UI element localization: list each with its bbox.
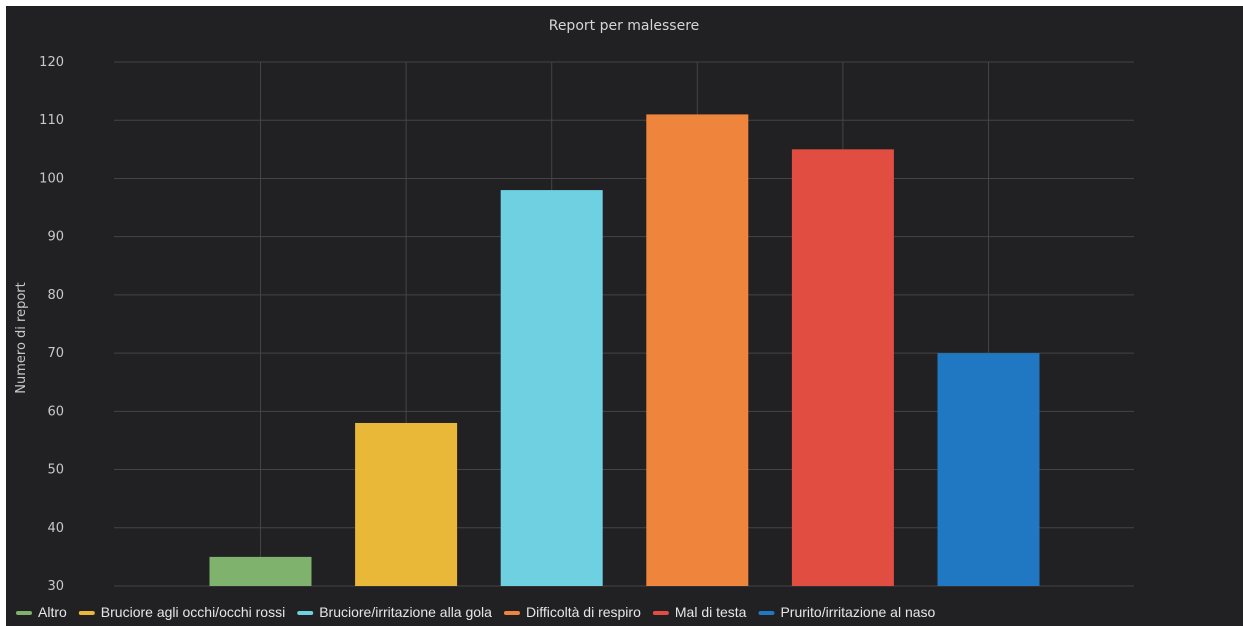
bar-1 <box>209 556 312 586</box>
bar-6 <box>937 353 1040 586</box>
legend-swatch <box>297 611 314 615</box>
bar-4 <box>646 114 749 587</box>
y-tick-label: 50 <box>47 463 64 478</box>
y-axis-label: Numero di report <box>14 282 29 393</box>
bar-chart: Report per malessere 30 40 50 60 70 80 90 100 11… <box>14 18 1134 620</box>
y-tick-label: 120 <box>39 55 64 70</box>
legend-item-label: Mal di testa <box>675 604 747 620</box>
y-axis-ticks: 30 40 50 60 70 80 90 100 110 120 <box>39 55 64 594</box>
legend-item-label: Difficoltà di respiro <box>526 604 641 620</box>
y-tick-label: 30 <box>47 579 64 594</box>
bar-5 <box>791 149 894 587</box>
bars <box>209 114 1040 587</box>
legend-swatch <box>652 611 669 615</box>
y-tick-label: 70 <box>47 346 64 361</box>
y-tick-label: 80 <box>47 288 64 303</box>
y-tick-label: 90 <box>47 230 64 245</box>
legend: Altro Bruciore agli occhi/occhi rossi Bruc… <box>16 604 936 620</box>
bar-3 <box>500 190 603 587</box>
bar-2 <box>355 422 458 586</box>
y-tick-label: 100 <box>39 171 64 186</box>
legend-swatch <box>503 611 520 615</box>
legend-item-label: Prurito/irritazione al naso <box>780 604 935 620</box>
y-tick-label: 110 <box>39 113 64 128</box>
chart-title: Report per malessere <box>549 18 700 34</box>
legend-swatch <box>78 611 95 615</box>
legend-item-label: Altro <box>38 604 67 620</box>
legend-swatch <box>16 611 32 615</box>
y-tick-label: 60 <box>47 404 64 419</box>
legend-swatch <box>758 611 775 615</box>
legend-item-label: Bruciore agli occhi/occhi rossi <box>101 604 285 620</box>
chart-panel: Report per malessere 30 40 50 60 70 80 90 100 11… <box>6 6 1243 626</box>
y-tick-label: 40 <box>47 521 64 536</box>
legend-item-label: Bruciore/irritazione alla gola <box>319 604 492 620</box>
